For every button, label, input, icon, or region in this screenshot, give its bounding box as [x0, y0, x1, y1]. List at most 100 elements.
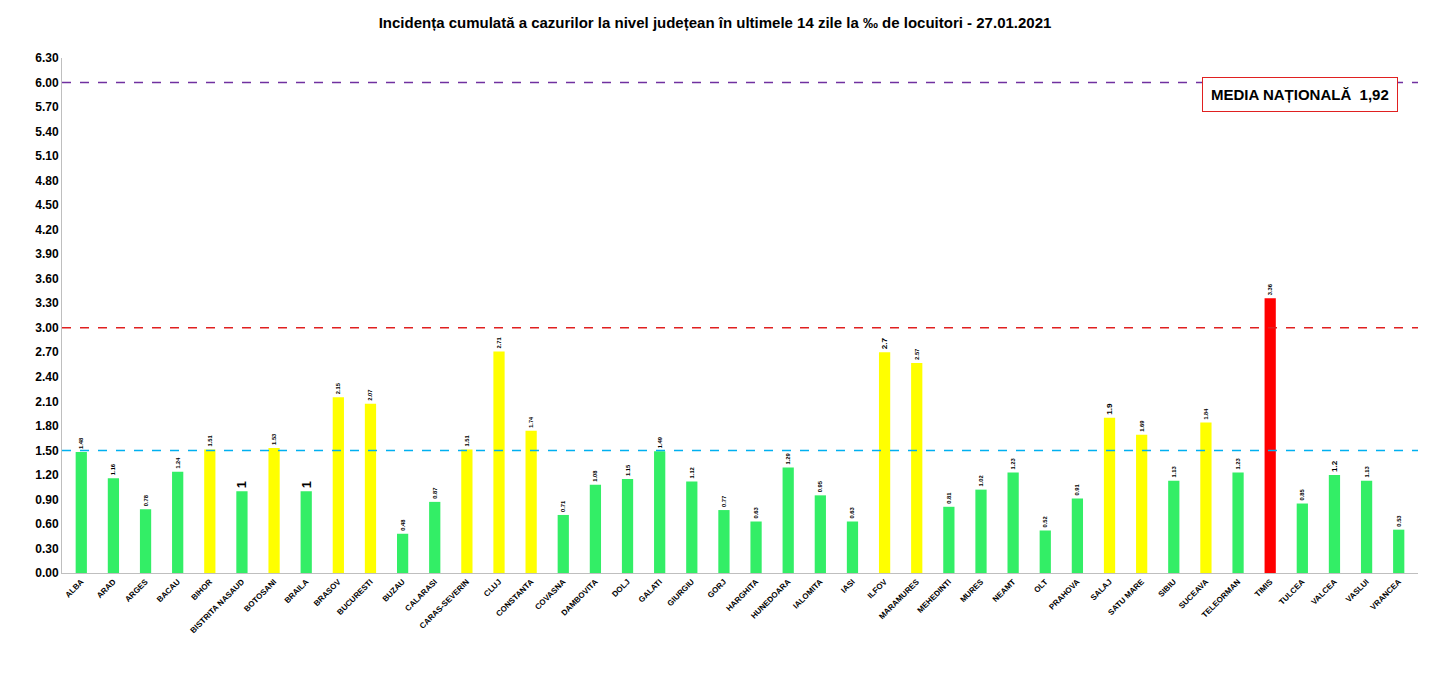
svg-text:1.69: 1.69	[1139, 421, 1145, 432]
svg-text:HARGHITA: HARGHITA	[725, 577, 761, 613]
svg-text:1.16: 1.16	[110, 464, 116, 475]
svg-text:GORJ: GORJ	[706, 577, 728, 599]
svg-text:1.48: 1.48	[78, 437, 84, 449]
svg-text:BOTOSANI: BOTOSANI	[242, 577, 278, 613]
svg-text:1.80: 1.80	[35, 419, 59, 433]
svg-text:MEHEDINTI: MEHEDINTI	[916, 577, 953, 614]
svg-text:1.13: 1.13	[1364, 466, 1370, 477]
svg-text:DAMBOVITA: DAMBOVITA	[559, 577, 599, 617]
svg-text:1.53: 1.53	[271, 434, 277, 445]
svg-text:BUZAU: BUZAU	[381, 577, 407, 603]
svg-text:NEAMT: NEAMT	[991, 577, 1018, 604]
svg-text:2.07: 2.07	[367, 390, 373, 401]
svg-text:GALATI: GALATI	[637, 577, 664, 604]
svg-text:0.52: 0.52	[1042, 516, 1048, 527]
svg-text:1.51: 1.51	[464, 435, 470, 447]
svg-text:1.23: 1.23	[1010, 458, 1016, 469]
svg-text:1: 1	[299, 481, 314, 488]
svg-text:SATU MARE: SATU MARE	[1106, 577, 1146, 617]
svg-text:1.49: 1.49	[657, 437, 663, 448]
svg-text:CLUJ: CLUJ	[482, 577, 503, 598]
svg-text:CALARASI: CALARASI	[403, 577, 439, 613]
svg-text:TELEORMAN: TELEORMAN	[1200, 577, 1242, 619]
svg-text:0.48: 0.48	[400, 519, 406, 531]
svg-text:3.00: 3.00	[35, 321, 59, 335]
svg-text:0.87: 0.87	[432, 488, 438, 499]
svg-text:1.13: 1.13	[1171, 466, 1177, 477]
svg-text:BACAU: BACAU	[155, 577, 182, 604]
svg-text:DOLJ: DOLJ	[610, 577, 631, 598]
svg-text:SIBIU: SIBIU	[1157, 577, 1179, 599]
svg-text:2.71: 2.71	[496, 336, 502, 348]
svg-text:Incidența cumulată a cazurilor: Incidența cumulată a cazurilor la nivel …	[379, 14, 1052, 31]
svg-text:MURES: MURES	[958, 577, 985, 604]
svg-text:BUCURESTI: BUCURESTI	[335, 577, 374, 616]
svg-text:MARAMURES: MARAMURES	[877, 577, 921, 621]
svg-text:6.30: 6.30	[35, 51, 59, 65]
svg-text:1.08: 1.08	[592, 470, 598, 482]
svg-text:0.71: 0.71	[560, 500, 566, 512]
svg-text:4.80: 4.80	[35, 174, 59, 188]
svg-text:CARAS-SEVERIN: CARAS-SEVERIN	[418, 577, 471, 630]
svg-text:2.70: 2.70	[35, 345, 59, 359]
svg-text:3.90: 3.90	[35, 247, 59, 261]
svg-text:5.40: 5.40	[35, 125, 59, 139]
svg-text:TIMIS: TIMIS	[1253, 577, 1275, 599]
svg-text:PRAHOVA: PRAHOVA	[1047, 577, 1081, 611]
svg-text:SUCEAVA: SUCEAVA	[1177, 577, 1210, 610]
svg-text:3.36: 3.36	[1267, 284, 1273, 295]
svg-text:BIHOR: BIHOR	[189, 577, 214, 602]
svg-text:0.77: 0.77	[721, 496, 727, 507]
svg-text:0.00: 0.00	[35, 566, 59, 580]
svg-text:0.95: 0.95	[817, 480, 823, 492]
svg-text:1: 1	[234, 481, 249, 488]
svg-text:0.30: 0.30	[35, 542, 59, 556]
svg-text:4.50: 4.50	[35, 198, 59, 212]
svg-text:IASI: IASI	[839, 577, 856, 594]
svg-text:ILFOV: ILFOV	[866, 577, 889, 600]
svg-text:1.2: 1.2	[1330, 460, 1339, 472]
svg-text:5.70: 5.70	[35, 100, 59, 114]
svg-text:4.20: 4.20	[35, 223, 59, 237]
svg-text:1.23: 1.23	[1235, 458, 1241, 469]
svg-text:1.24: 1.24	[175, 457, 181, 469]
svg-text:2.10: 2.10	[35, 395, 59, 409]
svg-text:3.30: 3.30	[35, 296, 59, 310]
svg-text:IALOMITA: IALOMITA	[791, 577, 824, 610]
svg-text:ARAD: ARAD	[95, 577, 118, 600]
svg-text:BRASOV: BRASOV	[312, 577, 343, 608]
svg-text:GIURGIU: GIURGIU	[665, 577, 696, 608]
svg-text:TULCEA: TULCEA	[1277, 577, 1306, 606]
svg-text:1.02: 1.02	[978, 475, 984, 486]
svg-text:0.53: 0.53	[1396, 515, 1402, 526]
svg-text:1.29: 1.29	[785, 453, 791, 464]
svg-text:BISTRITA NASAUD: BISTRITA NASAUD	[189, 577, 247, 635]
svg-text:0.63: 0.63	[849, 507, 855, 518]
svg-text:1.50: 1.50	[35, 444, 59, 458]
svg-text:OLT: OLT	[1032, 577, 1049, 594]
svg-text:0.63: 0.63	[753, 507, 759, 518]
svg-text:1.74: 1.74	[528, 416, 534, 428]
svg-text:1.9: 1.9	[1105, 403, 1114, 415]
svg-text:2.40: 2.40	[35, 370, 59, 384]
svg-text:VRANCEA: VRANCEA	[1369, 577, 1403, 611]
svg-text:2.57: 2.57	[914, 349, 920, 360]
svg-text:MEDIA NAȚIONALĂ 1,92: MEDIA NAȚIONALĂ 1,92	[1211, 86, 1389, 103]
svg-text:ALBA: ALBA	[63, 577, 85, 599]
svg-text:HUNEDOARA: HUNEDOARA	[749, 577, 792, 620]
svg-text:3.60: 3.60	[35, 272, 59, 286]
svg-text:0.91: 0.91	[1074, 484, 1080, 496]
svg-text:6.00: 6.00	[35, 76, 59, 90]
svg-text:0.60: 0.60	[35, 517, 59, 531]
svg-text:2.7: 2.7	[880, 338, 889, 350]
svg-text:1.12: 1.12	[689, 467, 695, 478]
svg-text:BRAILA: BRAILA	[283, 577, 311, 605]
svg-text:VASLUI: VASLUI	[1344, 577, 1371, 604]
svg-text:0.81: 0.81	[946, 492, 952, 504]
svg-text:1.51: 1.51	[207, 435, 213, 447]
svg-text:0.78: 0.78	[143, 494, 149, 506]
svg-text:1.15: 1.15	[625, 464, 631, 476]
svg-text:CONSTANTA: CONSTANTA	[494, 577, 535, 618]
svg-text:0.90: 0.90	[35, 493, 59, 507]
svg-text:1.20: 1.20	[35, 468, 59, 482]
